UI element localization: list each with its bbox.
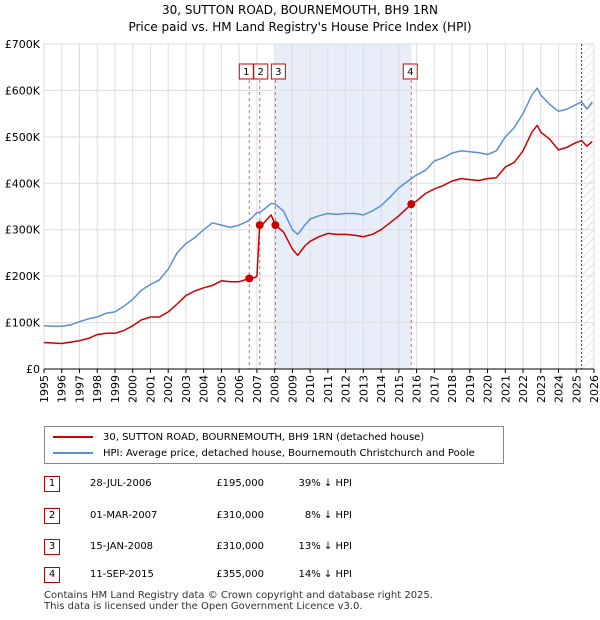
y-tick-label: £500K bbox=[5, 131, 41, 144]
x-tick-label: 2022 bbox=[517, 375, 530, 403]
x-tick-label: 2006 bbox=[233, 375, 246, 403]
y-tick-label: £700K bbox=[5, 38, 41, 51]
x-tick-label: 2011 bbox=[322, 375, 335, 403]
transaction-number: 3 bbox=[44, 539, 60, 555]
x-tick-label: 2014 bbox=[375, 375, 388, 403]
x-tick-label: 2021 bbox=[499, 375, 512, 403]
transaction-hpi: 8% ↓ HPI bbox=[304, 510, 352, 521]
legend-label-property: 30, SUTTON ROAD, BOURNEMOUTH, BH9 1RN (d… bbox=[103, 431, 425, 443]
sale-label-number: 2 bbox=[258, 67, 264, 78]
legend-item-property: 30, SUTTON ROAD, BOURNEMOUTH, BH9 1RN (d… bbox=[53, 430, 424, 444]
sale-label-number: 3 bbox=[275, 67, 281, 78]
sale-label-box bbox=[402, 63, 418, 80]
transaction-number: 2 bbox=[44, 508, 60, 524]
x-tick-label: 2019 bbox=[464, 375, 477, 403]
x-tick-label: 2015 bbox=[393, 375, 406, 403]
y-tick-label: £200K bbox=[5, 270, 41, 283]
sale-point bbox=[245, 274, 254, 283]
future-region bbox=[581, 44, 594, 369]
x-tick-label: 1998 bbox=[91, 375, 104, 403]
sale-label-number: 1 bbox=[243, 67, 249, 78]
footer-line-licence: This data is licensed under the Open Gov… bbox=[44, 601, 363, 612]
legend-label-hpi: HPI: Average price, detached house, Bour… bbox=[103, 447, 475, 459]
y-tick-label: £400K bbox=[5, 177, 41, 190]
sale-label-box bbox=[253, 63, 269, 80]
legend-swatch-hpi bbox=[53, 452, 93, 454]
x-tick-label: 2018 bbox=[446, 375, 459, 403]
x-tick-label: 2026 bbox=[588, 375, 600, 403]
x-tick-label: 2023 bbox=[535, 375, 548, 403]
transaction-date: 11-SEP-2015 bbox=[90, 569, 154, 580]
hpi-line bbox=[43, 87, 593, 328]
sale-point bbox=[255, 221, 264, 230]
transaction-price: £195,000 bbox=[216, 478, 264, 489]
x-tick-label: 2007 bbox=[251, 375, 264, 403]
x-tick-label: 2017 bbox=[428, 375, 441, 403]
y-tick-label: £300K bbox=[5, 224, 41, 237]
x-tick-label: 2009 bbox=[286, 375, 299, 403]
y-tick-label: £600K bbox=[5, 84, 41, 97]
transaction-number: 4 bbox=[44, 567, 60, 583]
transaction-price: £310,000 bbox=[216, 541, 264, 552]
legend-swatch-property bbox=[53, 436, 93, 438]
x-tick-label: 2002 bbox=[162, 375, 175, 403]
chart-subtitle: Price paid vs. HM Land Registry's House … bbox=[128, 20, 472, 34]
x-tick-label: 2012 bbox=[340, 375, 353, 403]
x-tick-label: 2013 bbox=[357, 375, 370, 403]
x-tick-label: 2010 bbox=[304, 375, 317, 403]
y-tick-label: £100K bbox=[5, 317, 41, 330]
x-tick-label: 2025 bbox=[570, 375, 583, 403]
chart-title: 30, SUTTON ROAD, BOURNEMOUTH, BH9 1RN bbox=[162, 3, 438, 17]
y-tick-label: £0 bbox=[26, 363, 40, 376]
x-tick-label: 2008 bbox=[269, 375, 282, 403]
transaction-price: £310,000 bbox=[216, 510, 264, 521]
sale-point bbox=[271, 221, 280, 230]
sale-point bbox=[407, 200, 416, 209]
x-tick-label: 1995 bbox=[38, 375, 51, 403]
shaded-region bbox=[275, 44, 412, 369]
transaction-date: 15-JAN-2008 bbox=[90, 541, 154, 552]
chart-legend: 30, SUTTON ROAD, BOURNEMOUTH, BH9 1RN (d… bbox=[44, 426, 504, 464]
x-tick-label: 2004 bbox=[198, 375, 211, 403]
sale-label-number: 4 bbox=[407, 67, 413, 78]
footer-line-copyright: Contains HM Land Registry data © Crown c… bbox=[44, 590, 433, 601]
footer-attribution: Contains HM Land Registry data © Crown c… bbox=[44, 590, 433, 612]
x-tick-label: 2005 bbox=[215, 375, 228, 403]
x-tick-label: 2003 bbox=[180, 375, 193, 403]
x-tick-label: 2001 bbox=[144, 375, 157, 403]
x-tick-label: 2020 bbox=[482, 375, 495, 403]
transaction-number: 1 bbox=[44, 476, 60, 492]
property-price-line bbox=[43, 124, 593, 345]
x-tick-label: 2016 bbox=[411, 375, 424, 403]
transaction-hpi: 13% ↓ HPI bbox=[298, 541, 352, 552]
transaction-date: 28-JUL-2006 bbox=[90, 478, 152, 489]
x-tick-label: 1996 bbox=[56, 375, 69, 403]
transaction-price: £355,000 bbox=[216, 569, 264, 580]
x-tick-label: 1999 bbox=[109, 375, 122, 403]
x-tick-label: 2000 bbox=[127, 375, 140, 403]
transaction-hpi: 39% ↓ HPI bbox=[298, 478, 352, 489]
sale-label-box bbox=[270, 63, 286, 80]
x-tick-label: 2024 bbox=[553, 375, 566, 403]
x-tick-label: 1997 bbox=[73, 375, 86, 403]
transaction-hpi: 14% ↓ HPI bbox=[298, 569, 352, 580]
legend-item-hpi: HPI: Average price, detached house, Bour… bbox=[53, 446, 475, 460]
transaction-date: 01-MAR-2007 bbox=[90, 510, 158, 521]
